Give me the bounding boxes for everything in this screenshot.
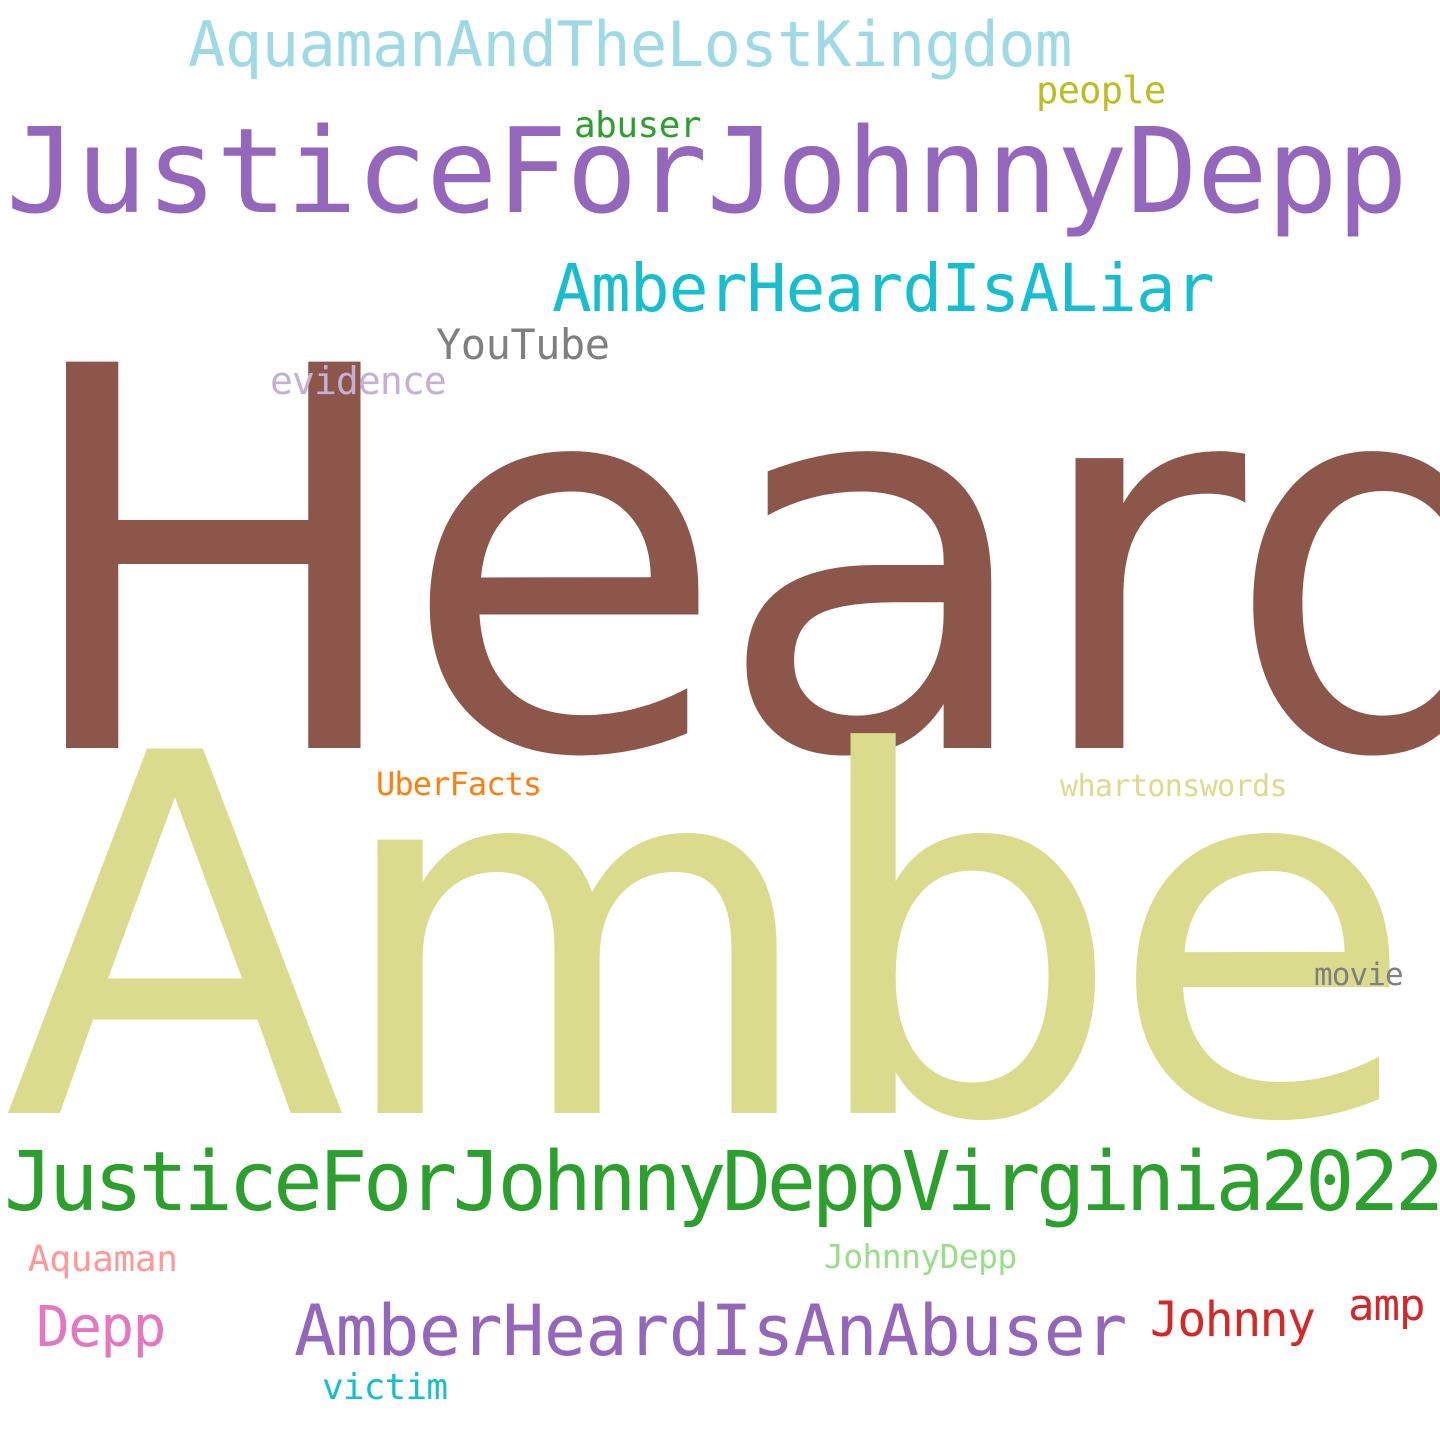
word-aquamanandthelostkingdom: AquamanAndTheLostKingdom [188, 8, 1072, 81]
word-evidence: evidence [270, 359, 447, 403]
word-youtube: YouTube [436, 320, 610, 369]
word-justiceforjohnnydeppvirginia2022: JusticeForJohnnyDeppVirginia2022 [4, 1135, 1440, 1230]
word-johnnydepp: JohnnyDepp [824, 1237, 1017, 1276]
word-amber: Amber [4, 649, 1440, 1231]
word-amp: amp [1348, 1280, 1425, 1331]
word-johnny: Johnny [1150, 1292, 1316, 1348]
word-aquaman: Aquaman [28, 1239, 178, 1280]
word-people: people [1036, 69, 1166, 112]
word-amberheardisaliar: AmberHeardIsALiar [552, 250, 1215, 327]
word-justiceforjohnnydepp: JusticeForJohnnyDepp [6, 102, 1408, 240]
word-heard: Heard [14, 256, 1440, 873]
word-movie: movie [1314, 957, 1404, 993]
word-victim: victim [322, 1367, 448, 1408]
word-whartonswords: whartonswords [1060, 769, 1288, 804]
word-uberfacts: UberFacts [376, 765, 542, 803]
word-amberheardisanabuser: AmberHeardIsAnAbuser [294, 1290, 1127, 1372]
word-abuser: abuser [574, 105, 702, 146]
word-depp: Depp [36, 1295, 166, 1360]
